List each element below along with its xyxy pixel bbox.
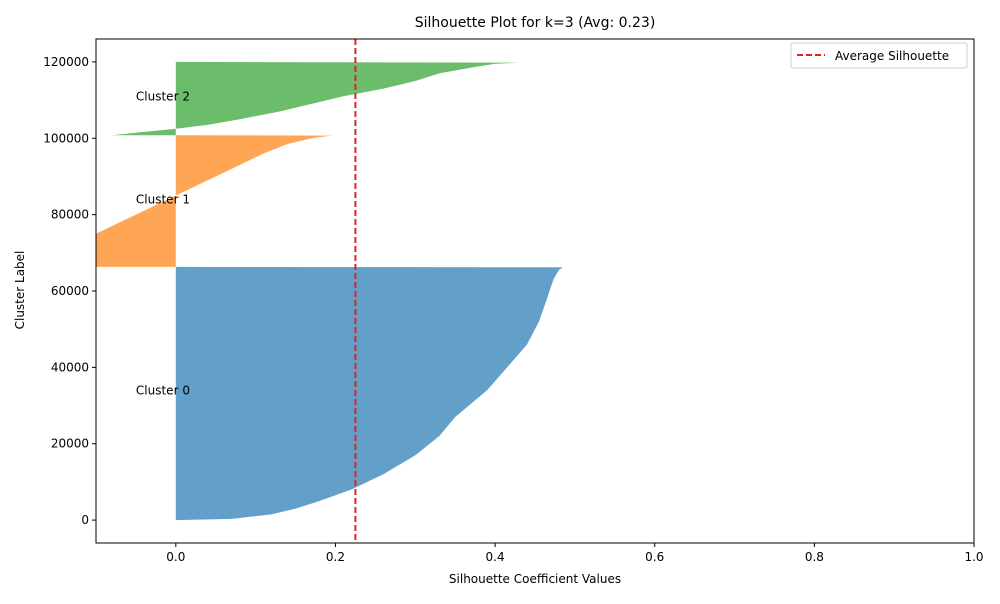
legend: Average Silhouette bbox=[790, 42, 968, 69]
cluster-1-silhouette-area bbox=[96, 135, 332, 267]
legend-box bbox=[790, 42, 968, 69]
cluster-labels: Cluster 0 Cluster 1 Cluster 2 bbox=[136, 89, 190, 397]
y-tick-label: 100000 bbox=[43, 131, 89, 145]
cluster-2-silhouette-area bbox=[112, 61, 519, 136]
x-tick-label: 0.6 bbox=[645, 550, 664, 564]
y-tick-label: 0 bbox=[81, 513, 89, 527]
cluster-0-label: Cluster 0 bbox=[136, 383, 190, 397]
x-tick-label: 1.0 bbox=[964, 550, 983, 564]
cluster-2-label: Cluster 2 bbox=[136, 89, 190, 103]
cluster-0-silhouette-area bbox=[175, 266, 563, 521]
legend-label-average: Average Silhouette bbox=[835, 49, 949, 63]
y-tick-label: 120000 bbox=[43, 55, 89, 69]
x-tick-label: 0.2 bbox=[326, 550, 345, 564]
y-axis-label: Cluster Label bbox=[13, 251, 27, 330]
y-tick-label: 80000 bbox=[51, 208, 89, 222]
y-tick-label: 60000 bbox=[51, 284, 89, 298]
x-tick-label: 0.8 bbox=[805, 550, 824, 564]
y-axis-ticks: 0 20000 40000 60000 80000 100000 120000 bbox=[43, 55, 96, 527]
y-tick-label: 40000 bbox=[51, 360, 89, 374]
x-tick-label: 0.4 bbox=[486, 550, 505, 564]
x-axis-label: Silhouette Coefficient Values bbox=[449, 572, 621, 586]
y-tick-label: 20000 bbox=[51, 437, 89, 451]
x-tick-label: 0.0 bbox=[166, 550, 185, 564]
x-axis-ticks: 0.0 0.2 0.4 0.6 0.8 1.0 bbox=[166, 543, 984, 564]
cluster-areas bbox=[96, 61, 563, 521]
cluster-1-label: Cluster 1 bbox=[136, 192, 190, 206]
chart-title: Silhouette Plot for k=3 (Avg: 0.23) bbox=[415, 15, 656, 31]
